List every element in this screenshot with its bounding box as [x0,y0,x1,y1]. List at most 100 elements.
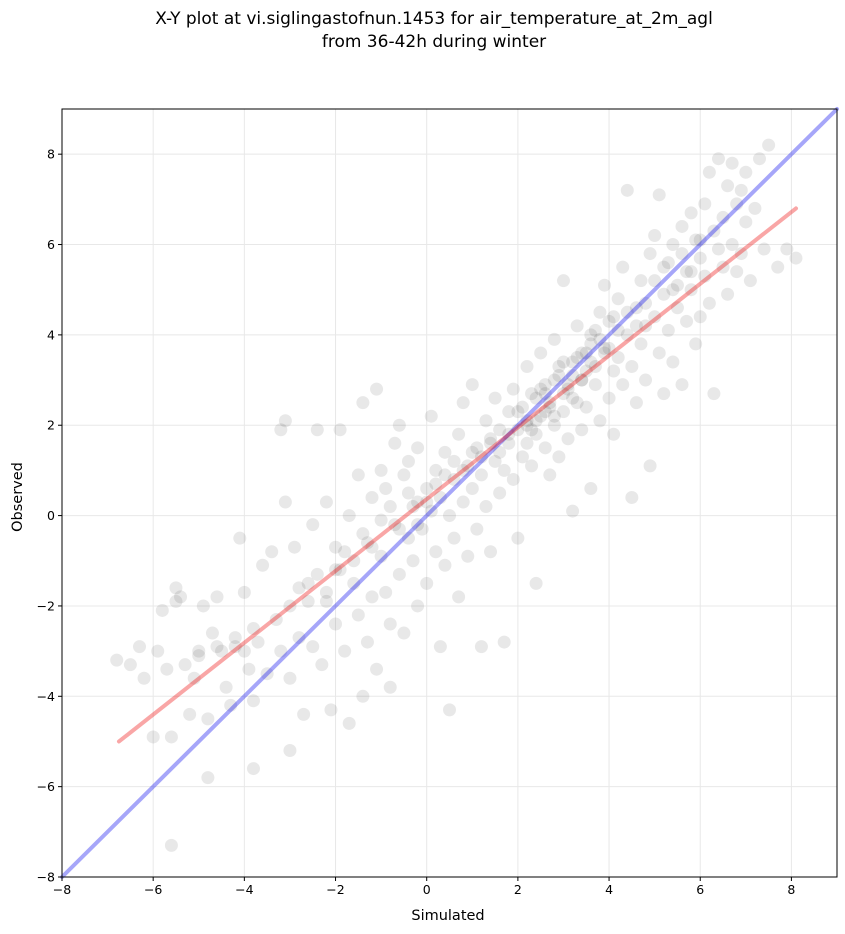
data-point [575,423,589,437]
data-point [370,382,384,396]
data-point [620,328,634,342]
data-point [707,387,721,401]
data-point [183,707,197,721]
data-point [584,328,598,342]
data-point [515,400,529,414]
data-point [693,310,707,324]
data-point [388,518,402,532]
data-point [488,454,502,468]
data-point [178,658,192,672]
data-point [219,680,233,694]
data-point [534,409,548,423]
data-point [283,599,297,613]
data-point [661,323,675,337]
data-point [616,260,630,274]
data-point [315,658,329,672]
data-point [397,626,411,640]
data-point [611,350,625,364]
ticks-layer: −8 −6 −4 −2 0 2 4 6 8 −8 −6 −4 −2 0 2 4 6 8 [37,147,796,897]
data-point [160,662,174,676]
data-point [383,680,397,694]
x-tick-label: −2 [326,882,344,897]
data-point [547,373,561,387]
data-point [666,355,680,369]
data-point [484,545,498,559]
data-point [556,405,570,419]
data-point [575,373,589,387]
data-point [593,332,607,346]
data-point [684,265,698,279]
data-point [411,441,425,455]
data-point [351,468,365,482]
data-point [215,644,229,658]
data-point [698,269,712,283]
data-point [584,355,598,369]
data-point [693,251,707,265]
data-point [292,581,306,595]
data-point [465,481,479,495]
data-point [556,274,570,288]
data-point [329,563,343,577]
data-point [210,640,224,654]
data-point [269,612,283,626]
data-point [278,414,292,428]
data-point [648,228,662,242]
data-point [479,500,493,514]
data-point [415,522,429,536]
data-point [493,486,507,500]
data-point [616,378,630,392]
data-point [657,387,671,401]
data-point [711,242,725,256]
y-tick-label: 2 [47,418,55,433]
data-point [246,622,260,636]
data-point [497,635,511,649]
data-point [146,730,160,744]
data-point [511,531,525,545]
data-point [319,585,333,599]
data-point [748,201,762,215]
data-point [383,617,397,631]
data-point [196,599,210,613]
data-point [625,360,639,374]
data-point [470,441,484,455]
data-point [566,369,580,383]
data-point [228,640,242,654]
data-point [356,689,370,703]
data-point [347,554,361,568]
data-point [461,459,475,473]
data-point [620,183,634,197]
data-point [566,391,580,405]
data-point [319,594,333,608]
data-point [525,387,539,401]
data-point [702,296,716,310]
grid-layer [61,109,837,878]
data-point [625,491,639,505]
data-point [365,491,379,505]
data-point [169,594,183,608]
data-point [529,427,543,441]
data-point [716,260,730,274]
data-point [780,242,794,256]
data-point [169,581,183,595]
y-axis-label: Observed [10,462,26,532]
data-point [711,152,725,166]
data-point [506,382,520,396]
data-point [634,337,648,351]
data-point [237,644,251,658]
data-point [201,712,215,726]
data-point [561,382,575,396]
data-point [579,364,593,378]
data-point [301,576,315,590]
data-point [652,188,666,202]
y-tick-label: −6 [37,779,55,794]
data-point [552,450,566,464]
regression-line [116,206,798,744]
data-point [474,640,488,654]
data-point [743,274,757,288]
data-point [680,314,694,328]
data-point [534,382,548,396]
data-point [643,247,657,261]
x-tick-label: 2 [514,882,522,897]
data-point [689,233,703,247]
data-point [192,644,206,658]
